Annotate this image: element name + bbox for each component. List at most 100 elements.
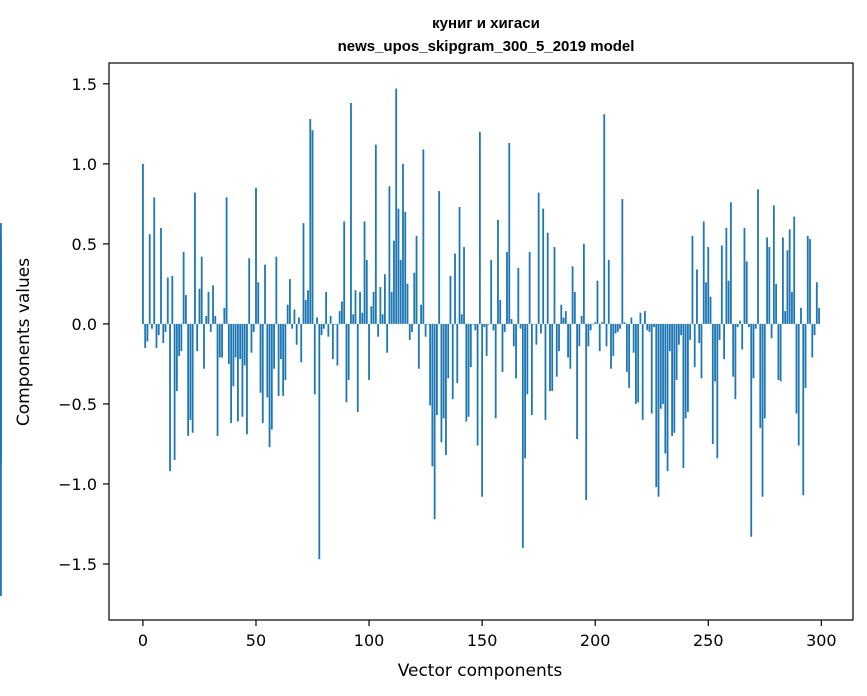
bar-26 xyxy=(200,256,203,324)
bar-194 xyxy=(580,315,583,324)
bar-187 xyxy=(564,311,567,324)
bar-101 xyxy=(370,306,373,324)
bar-176 xyxy=(540,323,542,334)
y-axis-label: Components values xyxy=(14,258,34,426)
bar-2 xyxy=(146,323,149,342)
bar-131 xyxy=(438,191,441,324)
bar-40 xyxy=(232,323,235,387)
bar-267 xyxy=(745,261,748,324)
bar-242 xyxy=(689,323,692,340)
bar-114 xyxy=(399,259,402,324)
y-tick-label: 0.0 xyxy=(72,315,97,334)
bar-277 xyxy=(768,247,771,324)
bar-217 xyxy=(632,323,635,353)
bar-234 xyxy=(671,323,673,436)
bar-124 xyxy=(422,149,425,324)
bar-73 xyxy=(307,290,309,324)
bar-125 xyxy=(424,323,427,337)
bar-115 xyxy=(402,163,404,324)
bar-205 xyxy=(605,323,608,347)
bar-25 xyxy=(198,288,201,324)
bar-268 xyxy=(748,323,750,328)
bar-29 xyxy=(207,291,210,324)
bar-227 xyxy=(655,323,658,488)
bar-90 xyxy=(345,323,348,403)
bar-142 xyxy=(463,247,465,324)
bar-1 xyxy=(144,323,147,348)
bar-138 xyxy=(454,253,456,324)
bar-237 xyxy=(677,323,680,345)
bar-83 xyxy=(329,315,332,324)
bar-284 xyxy=(784,311,787,324)
bar-49 xyxy=(252,323,255,332)
bar-31 xyxy=(212,285,214,324)
bar-148 xyxy=(476,323,479,446)
bar-209 xyxy=(614,323,617,334)
bar-67 xyxy=(293,309,296,324)
bar-32 xyxy=(214,315,217,324)
bar-100 xyxy=(368,323,370,380)
bar-11 xyxy=(166,277,169,324)
bar-175 xyxy=(537,192,540,324)
bar-220 xyxy=(639,312,642,324)
bar-56 xyxy=(268,323,271,448)
bar-70 xyxy=(300,323,303,363)
bar-179 xyxy=(546,232,549,324)
plot-area-frame xyxy=(108,62,854,621)
bar-223 xyxy=(646,323,649,331)
bar-276 xyxy=(766,237,768,324)
bar-116 xyxy=(404,211,407,324)
bar-27 xyxy=(203,323,205,369)
bar-211 xyxy=(619,323,621,329)
bar-123 xyxy=(420,304,422,324)
bar-286 xyxy=(788,229,791,324)
bar-98 xyxy=(363,221,366,324)
bar-133 xyxy=(442,323,445,419)
bar-130 xyxy=(436,323,438,416)
bar-117 xyxy=(406,283,409,324)
bar-192 xyxy=(576,323,579,440)
bar-97 xyxy=(361,312,364,324)
chart-subtitle: news_upos_skipgram_300_5_2019 model xyxy=(338,38,635,55)
bar-17 xyxy=(180,323,183,352)
bar-213 xyxy=(623,322,626,324)
bar-236 xyxy=(675,323,678,380)
bar-210 xyxy=(616,323,619,332)
bar-295 xyxy=(809,239,811,324)
bar-58 xyxy=(273,323,275,369)
bar-279 xyxy=(772,205,775,324)
bar-249 xyxy=(705,282,707,324)
bar-251 xyxy=(709,296,712,324)
bar-162 xyxy=(508,143,511,324)
bar-53 xyxy=(261,323,264,424)
bar-177 xyxy=(542,208,545,324)
bar-299 xyxy=(818,307,820,324)
y-tick-label: −1.5 xyxy=(58,555,97,574)
bar-241 xyxy=(687,323,689,412)
bar-255 xyxy=(718,323,721,340)
bar-185 xyxy=(560,304,563,324)
bar-206 xyxy=(607,259,610,324)
bar-263 xyxy=(736,323,739,328)
bar-166 xyxy=(517,267,520,324)
y-tick-label: 1.0 xyxy=(72,155,97,174)
bar-0 xyxy=(142,163,144,324)
bar-46 xyxy=(246,323,248,435)
bar-20 xyxy=(187,323,190,436)
bar-102 xyxy=(372,291,375,324)
bar-15 xyxy=(175,323,178,392)
bar-137 xyxy=(451,323,454,400)
bar-196 xyxy=(585,323,588,500)
bar-298 xyxy=(815,282,818,324)
bar-96 xyxy=(359,291,361,324)
bar-87 xyxy=(338,311,341,324)
bar-74 xyxy=(309,119,312,324)
bar-256 xyxy=(720,245,723,324)
bar-37 xyxy=(225,197,228,324)
bar-225 xyxy=(650,323,653,414)
bar-212 xyxy=(621,199,624,324)
bar-95 xyxy=(356,323,359,412)
bar-99 xyxy=(365,259,368,324)
bar-43 xyxy=(239,323,242,360)
